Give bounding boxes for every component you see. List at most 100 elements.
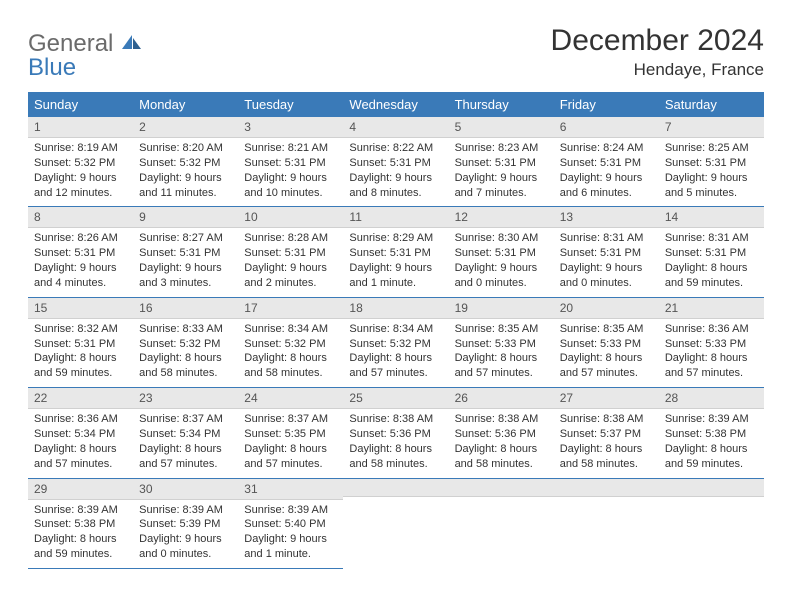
calendar-week-row: 22Sunrise: 8:36 AMSunset: 5:34 PMDayligh… bbox=[28, 388, 764, 478]
calendar-day-cell: 13Sunrise: 8:31 AMSunset: 5:31 PMDayligh… bbox=[554, 207, 659, 297]
day-number: 25 bbox=[343, 388, 448, 409]
calendar-day-cell: 2Sunrise: 8:20 AMSunset: 5:32 PMDaylight… bbox=[133, 117, 238, 207]
day-number: 14 bbox=[659, 207, 764, 228]
calendar-week-row: 29Sunrise: 8:39 AMSunset: 5:38 PMDayligh… bbox=[28, 478, 764, 568]
day-number: 30 bbox=[133, 479, 238, 500]
sunrise-text: Sunrise: 8:35 AM bbox=[455, 322, 548, 337]
calendar-day-cell: 15Sunrise: 8:32 AMSunset: 5:31 PMDayligh… bbox=[28, 297, 133, 387]
weekday-header: Saturday bbox=[659, 92, 764, 117]
day-number: 11 bbox=[343, 207, 448, 228]
sunset-text: Sunset: 5:31 PM bbox=[455, 156, 548, 171]
calendar-day-cell: 20Sunrise: 8:35 AMSunset: 5:33 PMDayligh… bbox=[554, 297, 659, 387]
logo-text: General Blue bbox=[28, 30, 142, 80]
logo-sail-icon bbox=[122, 32, 142, 56]
sunset-text: Sunset: 5:34 PM bbox=[139, 427, 232, 442]
sunrise-text: Sunrise: 8:35 AM bbox=[560, 322, 653, 337]
logo: General Blue bbox=[28, 24, 142, 80]
day-body: Sunrise: 8:35 AMSunset: 5:33 PMDaylight:… bbox=[449, 319, 554, 387]
day-body: Sunrise: 8:24 AMSunset: 5:31 PMDaylight:… bbox=[554, 138, 659, 206]
daylight-line2: and 2 minutes. bbox=[244, 276, 337, 291]
daylight-line2: and 58 minutes. bbox=[139, 366, 232, 381]
weekday-header: Thursday bbox=[449, 92, 554, 117]
calendar-day-cell: 27Sunrise: 8:38 AMSunset: 5:37 PMDayligh… bbox=[554, 388, 659, 478]
day-body: Sunrise: 8:30 AMSunset: 5:31 PMDaylight:… bbox=[449, 228, 554, 296]
calendar-day-cell: 3Sunrise: 8:21 AMSunset: 5:31 PMDaylight… bbox=[238, 117, 343, 207]
day-body: Sunrise: 8:34 AMSunset: 5:32 PMDaylight:… bbox=[343, 319, 448, 387]
day-body: Sunrise: 8:38 AMSunset: 5:36 PMDaylight:… bbox=[449, 409, 554, 477]
day-body: Sunrise: 8:37 AMSunset: 5:35 PMDaylight:… bbox=[238, 409, 343, 477]
daylight-line2: and 57 minutes. bbox=[455, 366, 548, 381]
calendar-day-cell: 11Sunrise: 8:29 AMSunset: 5:31 PMDayligh… bbox=[343, 207, 448, 297]
daylight-line1: Daylight: 9 hours bbox=[139, 532, 232, 547]
sunrise-text: Sunrise: 8:36 AM bbox=[34, 412, 127, 427]
day-number-empty bbox=[449, 479, 554, 497]
sunset-text: Sunset: 5:34 PM bbox=[34, 427, 127, 442]
day-body: Sunrise: 8:19 AMSunset: 5:32 PMDaylight:… bbox=[28, 138, 133, 206]
sunrise-text: Sunrise: 8:38 AM bbox=[455, 412, 548, 427]
calendar-day-cell bbox=[343, 478, 448, 568]
day-body: Sunrise: 8:35 AMSunset: 5:33 PMDaylight:… bbox=[554, 319, 659, 387]
sunset-text: Sunset: 5:31 PM bbox=[139, 246, 232, 261]
daylight-line2: and 57 minutes. bbox=[349, 366, 442, 381]
sunset-text: Sunset: 5:32 PM bbox=[244, 337, 337, 352]
daylight-line2: and 59 minutes. bbox=[34, 366, 127, 381]
sunrise-text: Sunrise: 8:31 AM bbox=[665, 231, 758, 246]
sunrise-text: Sunrise: 8:39 AM bbox=[34, 503, 127, 518]
sunrise-text: Sunrise: 8:34 AM bbox=[349, 322, 442, 337]
calendar-day-cell: 18Sunrise: 8:34 AMSunset: 5:32 PMDayligh… bbox=[343, 297, 448, 387]
daylight-line2: and 57 minutes. bbox=[665, 366, 758, 381]
daylight-line2: and 58 minutes. bbox=[560, 457, 653, 472]
calendar-day-cell: 6Sunrise: 8:24 AMSunset: 5:31 PMDaylight… bbox=[554, 117, 659, 207]
day-body: Sunrise: 8:39 AMSunset: 5:38 PMDaylight:… bbox=[659, 409, 764, 477]
sunset-text: Sunset: 5:31 PM bbox=[34, 337, 127, 352]
weekday-header: Monday bbox=[133, 92, 238, 117]
calendar-day-cell: 30 Sunrise: 8:39 AMSunset: 5:39 PMDayligh… bbox=[133, 478, 238, 568]
daylight-line2: and 57 minutes. bbox=[560, 366, 653, 381]
sunrise-text: Sunrise: 8:30 AM bbox=[455, 231, 548, 246]
calendar-body: 1Sunrise: 8:19 AMSunset: 5:32 PMDaylight… bbox=[28, 117, 764, 568]
day-number: 20 bbox=[554, 298, 659, 319]
daylight-line1: Daylight: 8 hours bbox=[455, 351, 548, 366]
day-body: Sunrise: 8:38 AMSunset: 5:36 PMDaylight:… bbox=[343, 409, 448, 477]
daylight-line2: and 7 minutes. bbox=[455, 186, 548, 201]
sunset-text: Sunset: 5:36 PM bbox=[349, 427, 442, 442]
sunrise-text: Sunrise: 8:37 AM bbox=[139, 412, 232, 427]
weekday-header: Wednesday bbox=[343, 92, 448, 117]
sunset-text: Sunset: 5:31 PM bbox=[244, 156, 337, 171]
daylight-line1: Daylight: 9 hours bbox=[455, 261, 548, 276]
daylight-line1: Daylight: 8 hours bbox=[349, 442, 442, 457]
sunset-text: Sunset: 5:33 PM bbox=[455, 337, 548, 352]
sunset-text: Sunset: 5:31 PM bbox=[665, 246, 758, 261]
day-number: 2 bbox=[133, 117, 238, 138]
day-number: 29 bbox=[28, 479, 133, 500]
calendar-day-cell: 28Sunrise: 8:39 AMSunset: 5:38 PMDayligh… bbox=[659, 388, 764, 478]
sunset-text: Sunset: 5:31 PM bbox=[349, 156, 442, 171]
day-number: 9 bbox=[133, 207, 238, 228]
day-number: 6 bbox=[554, 117, 659, 138]
day-number: 24 bbox=[238, 388, 343, 409]
calendar-day-cell: 21Sunrise: 8:36 AMSunset: 5:33 PMDayligh… bbox=[659, 297, 764, 387]
daylight-line2: and 11 minutes. bbox=[139, 186, 232, 201]
sunrise-text: Sunrise: 8:28 AM bbox=[244, 231, 337, 246]
day-number: 8 bbox=[28, 207, 133, 228]
sunset-text: Sunset: 5:39 PM bbox=[139, 517, 232, 532]
header: General Blue December 2024 Hendaye, Fran… bbox=[28, 24, 764, 80]
daylight-line2: and 1 minute. bbox=[244, 547, 337, 562]
weekday-header: Tuesday bbox=[238, 92, 343, 117]
sunset-text: Sunset: 5:36 PM bbox=[455, 427, 548, 442]
sunset-text: Sunset: 5:31 PM bbox=[349, 246, 442, 261]
daylight-line1: Daylight: 8 hours bbox=[560, 442, 653, 457]
day-number: 27 bbox=[554, 388, 659, 409]
sunset-text: Sunset: 5:35 PM bbox=[244, 427, 337, 442]
calendar-day-cell: 12Sunrise: 8:30 AMSunset: 5:31 PMDayligh… bbox=[449, 207, 554, 297]
daylight-line2: and 3 minutes. bbox=[139, 276, 232, 291]
day-body: Sunrise: 8:31 AMSunset: 5:31 PMDaylight:… bbox=[659, 228, 764, 296]
sunrise-text: Sunrise: 8:25 AM bbox=[665, 141, 758, 156]
daylight-line1: Daylight: 9 hours bbox=[349, 171, 442, 186]
sunrise-text: Sunrise: 8:39 AM bbox=[139, 503, 232, 518]
sunset-text: Sunset: 5:32 PM bbox=[349, 337, 442, 352]
day-body: Sunrise: 8:39 AMSunset: 5:40 PMDaylight:… bbox=[238, 500, 343, 568]
calendar-day-cell: 25Sunrise: 8:38 AMSunset: 5:36 PMDayligh… bbox=[343, 388, 448, 478]
day-number: 28 bbox=[659, 388, 764, 409]
sunrise-text: Sunrise: 8:23 AM bbox=[455, 141, 548, 156]
